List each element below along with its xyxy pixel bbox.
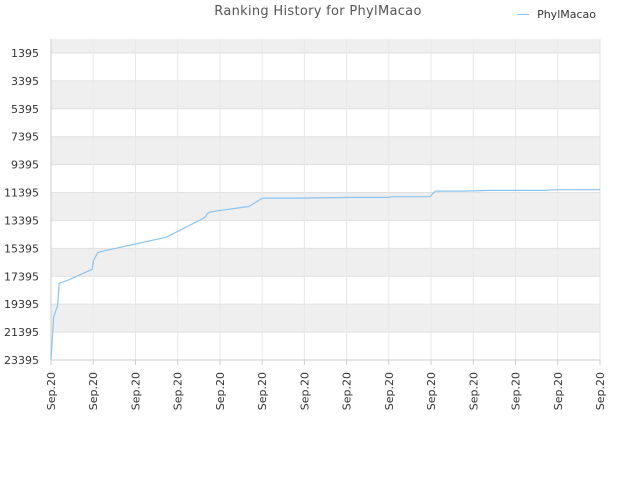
band [51, 39, 600, 53]
band [51, 192, 600, 221]
y-tick-label: 19395 [4, 298, 39, 311]
legend-label: PhylMacao [537, 8, 596, 21]
x-tick-label: Sep.20 [552, 372, 565, 410]
x-tick-label: Sep.20 [172, 372, 185, 410]
y-tick-label: 5395 [11, 103, 39, 116]
chart-title: Ranking History for PhylMacao [214, 4, 422, 19]
legend: PhylMacao [517, 8, 596, 21]
x-tick-label: Sep.20 [594, 372, 607, 410]
x-tick-label: Sep.20 [129, 372, 142, 410]
y-tick-label: 15395 [4, 242, 39, 255]
y-tick-label: 11395 [4, 187, 39, 200]
x-tick-label: Sep.20 [45, 372, 58, 410]
band [51, 304, 600, 333]
x-tick-label: Sep.20 [383, 372, 396, 410]
x-tick-label: Sep.20 [87, 372, 100, 410]
legend-swatch [517, 14, 530, 15]
y-tick-label: 23395 [4, 354, 39, 367]
x-tick-label: Sep.20 [256, 372, 269, 410]
y-tick-label: 13395 [4, 214, 39, 227]
y-tick-label: 17395 [4, 270, 39, 283]
series-line [50, 189, 600, 361]
x-tick-label: Sep.20 [425, 372, 438, 410]
x-tick-label: Sep.20 [341, 372, 354, 410]
x-tick-label: Sep.20 [510, 372, 523, 410]
y-tick-label: 7395 [11, 131, 39, 144]
band [51, 80, 600, 109]
y-tick-label: 3395 [11, 75, 39, 88]
band [51, 136, 600, 165]
x-tick-label: Sep.20 [298, 372, 311, 410]
x-tick-label: Sep.20 [467, 372, 480, 410]
y-tick-label: 9395 [11, 159, 39, 172]
x-tick-label: Sep.20 [214, 372, 227, 410]
y-tick-label: 1395 [11, 47, 39, 60]
band [51, 248, 600, 277]
y-tick-label: 21395 [4, 326, 39, 339]
